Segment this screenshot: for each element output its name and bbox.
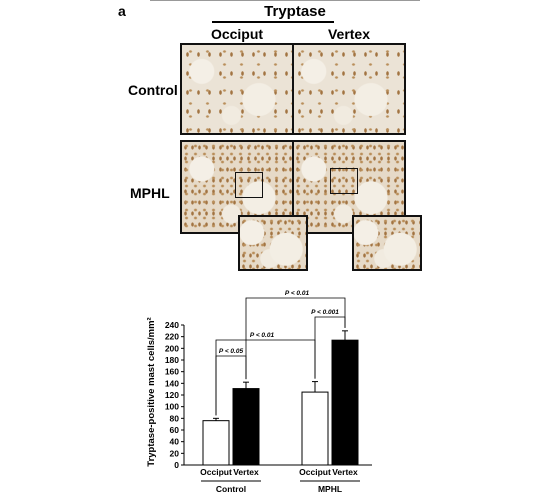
x-category-label: Occiput (299, 467, 331, 477)
y-tick-label: 80 (170, 413, 180, 423)
y-tick-label: 60 (170, 425, 180, 435)
y-tick-label: 200 (165, 343, 179, 353)
y-tick-label: 100 (165, 402, 179, 412)
significance-brackets: P < 0.05 P < 0.001 P < 0.01 P < 0.01 (215, 290, 346, 416)
inset-mphl-vertex (352, 215, 422, 271)
x-category-label: Occiput (200, 467, 232, 477)
column-header-occiput: Occiput (210, 26, 264, 42)
y-tick-label: 40 (170, 437, 180, 447)
bar-mphl-occiput (301, 391, 329, 466)
p-value-label: P < 0.05 (219, 348, 244, 355)
y-tick-label: 220 (165, 332, 179, 342)
row-label-mphl: MPHL (130, 185, 170, 201)
bracket-line (245, 297, 346, 380)
row-label-control: Control (128, 82, 178, 98)
x-group-label: MPHL (318, 484, 342, 494)
panel-letter: a (118, 3, 126, 19)
bar-control-vertex (232, 388, 260, 466)
p-value-label: P < 0.001 (311, 309, 339, 316)
x-group-label: Control (216, 484, 246, 494)
x-category-label: Vertex (233, 467, 259, 477)
micrograph-control-occiput (180, 43, 294, 135)
inset-mphl-occiput (238, 215, 308, 271)
micrograph-control-vertex (292, 43, 406, 135)
top-rule (150, 0, 420, 1)
y-tick-label: 160 (165, 367, 179, 377)
p-value-label: P < 0.01 (250, 332, 275, 339)
y-tick-label: 180 (165, 355, 179, 365)
y-tick-label: 140 (165, 378, 179, 388)
y-tick-label: 120 (165, 390, 179, 400)
y-axis-label: Tryptase-positive mast cells/mm² (146, 317, 157, 466)
bars (202, 330, 359, 466)
x-category-label: Vertex (332, 467, 358, 477)
y-tick-label: 240 (165, 320, 179, 330)
bar-control-occiput (202, 420, 230, 466)
stain-title: Tryptase (264, 3, 326, 20)
p-value-label: P < 0.01 (285, 290, 310, 297)
y-tick-label: 0 (174, 460, 179, 470)
bar-mphl-vertex (331, 339, 359, 466)
zoom-region-occiput (235, 172, 263, 198)
stain-title-underline (212, 21, 334, 23)
column-header-vertex: Vertex (327, 26, 371, 42)
zoom-region-vertex (330, 168, 358, 194)
y-tick-label: 20 (170, 448, 180, 458)
bracket-line (215, 339, 316, 416)
